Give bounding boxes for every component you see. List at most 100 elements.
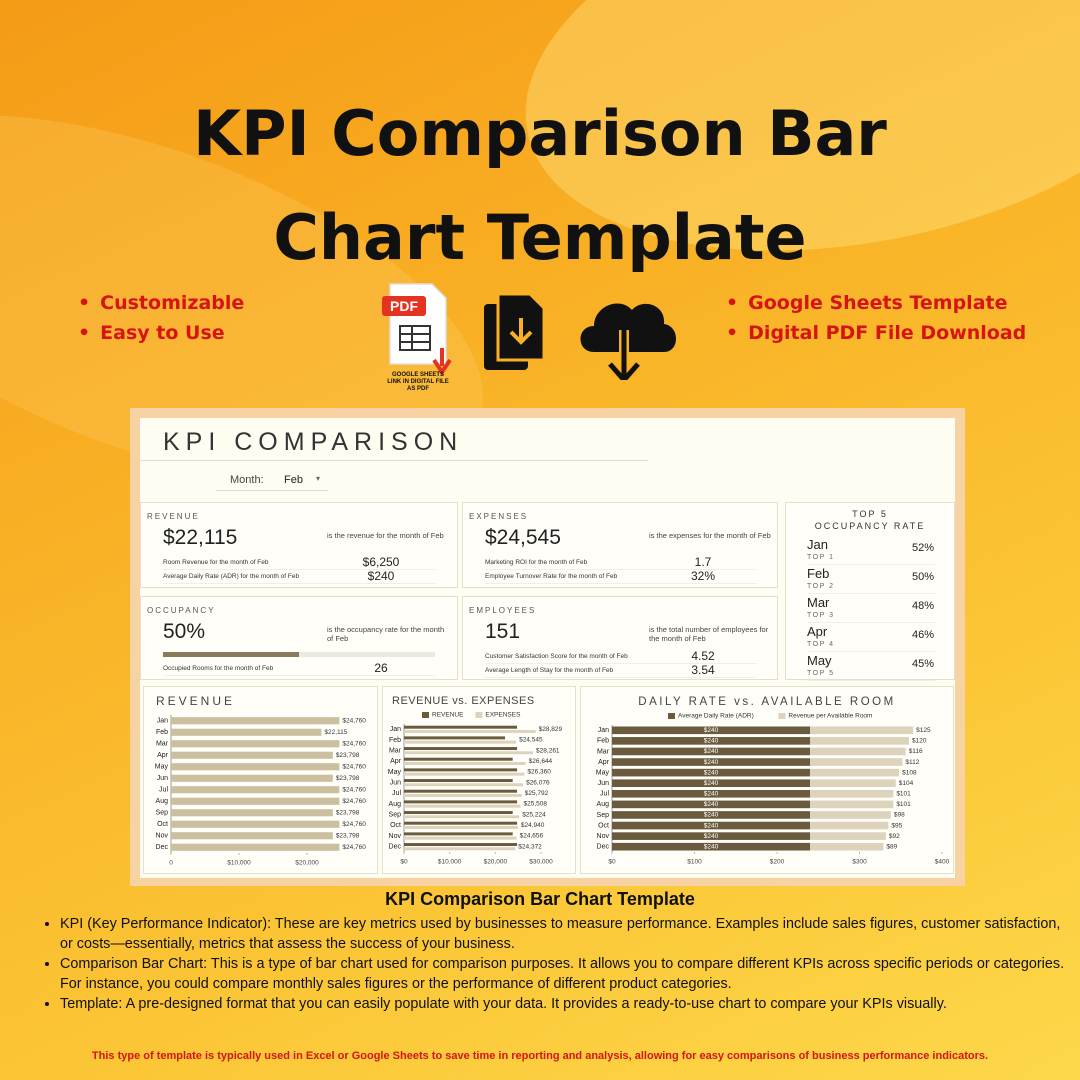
- value-label: $240: [704, 812, 719, 819]
- value-label: $95: [891, 822, 902, 829]
- legend-swatch: [668, 713, 675, 719]
- bar: [404, 825, 518, 829]
- bar: [404, 729, 536, 733]
- top5-rank: TOP 2: [807, 583, 835, 590]
- kpi-card: OCCUPANCY 50% is the occupancy rate for th…: [140, 596, 458, 680]
- value-label: $24,760: [342, 740, 366, 747]
- y-tick-label: Jun: [598, 780, 609, 787]
- value-label: $240: [704, 833, 719, 840]
- y-tick-label: May: [596, 769, 610, 776]
- value-label: $240: [704, 801, 719, 808]
- value-label: $23,798: [336, 832, 360, 839]
- value-label: $120: [912, 738, 927, 745]
- top5-rank: TOP 3: [807, 612, 835, 619]
- top5-rate: 45%: [911, 658, 934, 670]
- bar: [810, 726, 914, 735]
- x-tick-label: $100: [687, 859, 702, 866]
- value-label: $24,940: [521, 822, 545, 829]
- value-label: $28,261: [536, 747, 560, 754]
- kpi-row-label: Room Revenue for the month of Feb: [163, 559, 269, 566]
- value-label: $240: [704, 769, 719, 776]
- row-divider: [485, 677, 757, 678]
- y-tick-label: Oct: [157, 821, 168, 828]
- y-tick-label: Dec: [156, 844, 169, 851]
- y-tick-label: Jul: [392, 790, 401, 797]
- value-label: $24,760: [342, 798, 366, 805]
- top5-divider: [807, 622, 935, 623]
- x-tick-label: 0: [169, 860, 173, 867]
- x-tick-label: $0: [400, 859, 408, 866]
- divider: [140, 460, 648, 461]
- top5-rate: 46%: [911, 629, 934, 641]
- kpi-row-label: Marketing ROI for the month of Feb: [485, 559, 588, 566]
- chart-title: REVENUE vs. EXPENSES: [392, 695, 535, 707]
- top5-rate: 50%: [911, 571, 934, 583]
- y-tick-label: Aug: [156, 798, 169, 805]
- bar: [171, 797, 340, 805]
- bar: [612, 789, 810, 798]
- bar: [404, 847, 516, 851]
- top5-month: Apr: [807, 624, 828, 639]
- value-label: $240: [704, 748, 719, 755]
- value-label: $25,792: [525, 790, 549, 797]
- kpi-row-value: $6,250: [362, 555, 400, 569]
- month-selector[interactable]: [216, 470, 328, 491]
- value-label: $24,545: [519, 737, 543, 744]
- icons: PDF: [382, 283, 676, 380]
- feature: Customizable: [78, 288, 244, 318]
- y-tick-label: Oct: [390, 822, 401, 829]
- value-label: $104: [899, 780, 914, 787]
- kpi-value: $24,545: [485, 526, 561, 549]
- y-tick-label: Mar: [389, 748, 402, 755]
- bar: [810, 842, 884, 851]
- top5-rank: TOP 1: [807, 554, 835, 561]
- kpi-row-value: 26: [374, 661, 388, 675]
- revenue-chart: REVENUE 0 $10,000 $20,000 Jan Feb Mar Apr May Jun…: [143, 686, 378, 874]
- value-label: $24,760: [342, 844, 366, 851]
- bar: [612, 779, 810, 788]
- value-label: $23,798: [336, 752, 360, 759]
- kpi-row-value: $240: [367, 569, 395, 583]
- x-tick-label: $20,000: [484, 859, 508, 866]
- bar: [404, 772, 525, 776]
- y-tick-label: Mar: [156, 741, 169, 748]
- y-tick-label: Jan: [390, 726, 401, 733]
- progress-bar: [163, 652, 299, 657]
- daily-rate-chart: DAILY RATE vs. AVAILABLE ROOM $0 $100 $200 $…: [580, 686, 954, 874]
- y-tick-label: Feb: [597, 738, 609, 745]
- kpi-card: EMPLOYEES 151 is the total number of emplo…: [462, 596, 778, 680]
- bar: [404, 779, 513, 783]
- value-label: $112: [905, 759, 919, 766]
- revenue-expenses-chart: REVENUE vs. EXPENSES $0 $10,000 $20,000 $30,…: [382, 686, 576, 874]
- footer-note: This type of template is typically used …: [91, 1050, 989, 1062]
- dropdown-caret: ▾: [316, 474, 321, 483]
- value-label: $240: [704, 822, 719, 829]
- bar: [612, 832, 810, 840]
- value-label: $26,644: [529, 758, 553, 765]
- bar: [810, 768, 900, 777]
- bar: [810, 779, 896, 788]
- bar: [404, 815, 520, 819]
- kpi-value: 50%: [163, 620, 206, 643]
- value-label: $240: [704, 843, 719, 850]
- bar: [404, 725, 518, 729]
- pdf-caption: GOOGLE SHEETS LINK IN DIGITAL FILE AS PD…: [387, 372, 449, 392]
- x-tick-label: $10,000: [438, 859, 462, 866]
- value-label: $125: [916, 727, 931, 734]
- legend-label: EXPENSES: [485, 712, 521, 719]
- bar: [404, 793, 522, 797]
- kpi-row-label: Customer Satisfaction Score for the mont…: [485, 653, 628, 660]
- progress-track: [163, 652, 435, 657]
- feature: Google Sheets Template: [726, 288, 1026, 318]
- y-tick-label: Sep: [156, 810, 169, 817]
- chart-title: DAILY RATE vs. AVAILABLE ROOM: [638, 696, 895, 708]
- bar: [404, 747, 518, 751]
- y-tick-label: Feb: [156, 729, 168, 736]
- value-label: $101: [896, 801, 911, 808]
- kpi-description: is the revenue for the month of Feb: [327, 531, 444, 540]
- x-tick-label: $200: [770, 859, 785, 866]
- row-divider: [485, 569, 757, 570]
- bar: [612, 747, 810, 756]
- bar: [171, 763, 340, 771]
- value-label: $108: [902, 769, 917, 776]
